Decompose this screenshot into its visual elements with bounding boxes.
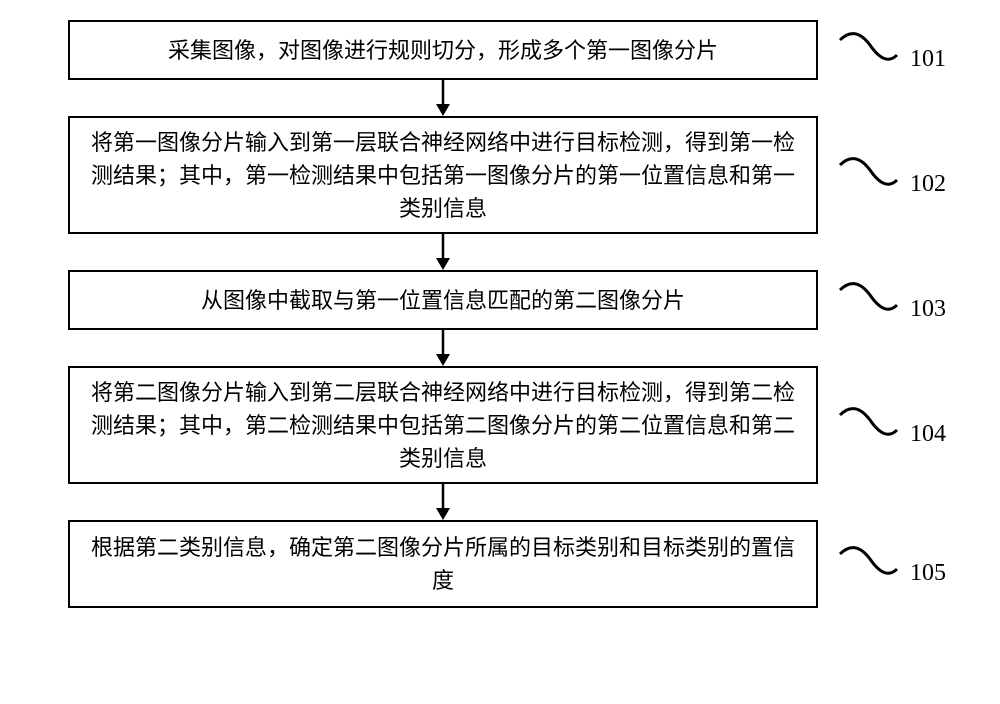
flowchart-container: 采集图像，对图像进行规则切分，形成多个第一图像分片 101 将第一图像分片输入到… (68, 20, 948, 608)
step-box-4: 将第二图像分片输入到第二层联合神经网络中进行目标检测，得到第二检测结果；其中，第… (68, 366, 818, 484)
label-group-5: 105 (835, 539, 946, 589)
label-group-2: 102 (835, 150, 946, 200)
label-group-3: 103 (835, 275, 946, 325)
step-label-4: 104 (910, 421, 946, 448)
wave-icon (835, 150, 905, 200)
step-label-5: 105 (910, 560, 946, 587)
step-box-5: 根据第二类别信息，确定第二图像分片所属的目标类别和目标类别的置信度 105 (68, 520, 818, 608)
arrow-1 (68, 80, 818, 116)
step-text-2: 将第一图像分片输入到第一层联合神经网络中进行目标检测，得到第一检测结果；其中，第… (90, 126, 796, 225)
step-label-2: 102 (910, 171, 946, 198)
arrow-3 (68, 330, 818, 366)
step-box-1: 采集图像，对图像进行规则切分，形成多个第一图像分片 101 (68, 20, 818, 80)
step-label-3: 103 (910, 296, 946, 323)
wave-icon (835, 400, 905, 450)
step-text-5: 根据第二类别信息，确定第二图像分片所属的目标类别和目标类别的置信度 (90, 531, 796, 597)
step-text-1: 采集图像，对图像进行规则切分，形成多个第一图像分片 (168, 34, 718, 67)
step-label-1: 101 (910, 46, 946, 73)
arrow-2 (68, 234, 818, 270)
step-text-3: 从图像中截取与第一位置信息匹配的第二图像分片 (201, 284, 685, 317)
step-box-2: 将第一图像分片输入到第一层联合神经网络中进行目标检测，得到第一检测结果；其中，第… (68, 116, 818, 234)
label-group-4: 104 (835, 400, 946, 450)
step-box-3: 从图像中截取与第一位置信息匹配的第二图像分片 103 (68, 270, 818, 330)
step-text-4: 将第二图像分片输入到第二层联合神经网络中进行目标检测，得到第二检测结果；其中，第… (90, 376, 796, 475)
wave-icon (835, 25, 905, 75)
wave-icon (835, 539, 905, 589)
wave-icon (835, 275, 905, 325)
label-group-1: 101 (835, 25, 946, 75)
arrow-4 (68, 484, 818, 520)
